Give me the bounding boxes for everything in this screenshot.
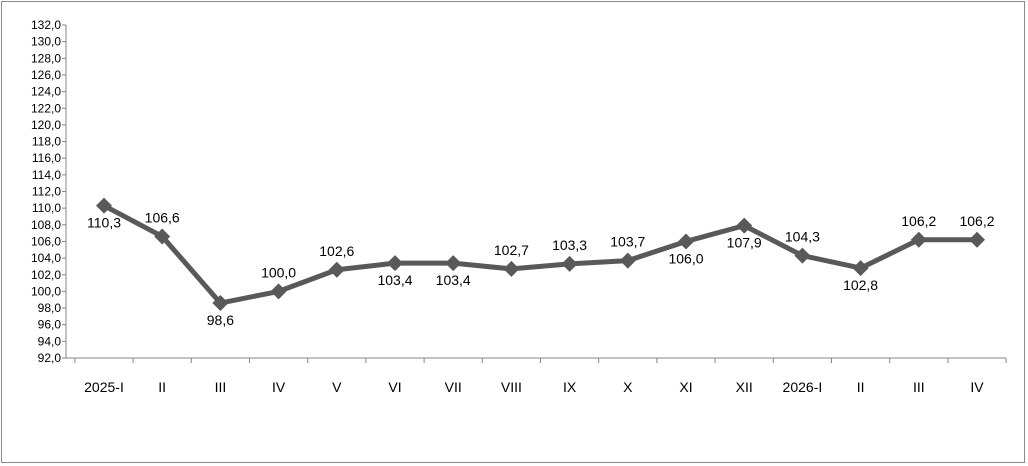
data-point-marker	[852, 260, 869, 277]
x-category-label: II	[857, 379, 865, 395]
y-tick-label: 96,0	[38, 318, 62, 332]
data-label: 100,0	[261, 264, 296, 280]
y-tick-label: 124,0	[31, 85, 61, 99]
data-point-marker	[619, 252, 636, 269]
y-tick-label: 116,0	[32, 151, 61, 165]
data-point-marker	[678, 233, 694, 250]
data-point-marker	[969, 231, 985, 248]
data-point-marker	[328, 261, 345, 278]
x-category-label: X	[623, 379, 633, 395]
x-category-label: IV	[970, 379, 984, 395]
x-category-label: XI	[679, 379, 692, 395]
data-label: 106,2	[959, 213, 994, 229]
data-label: 106,0	[668, 250, 703, 266]
x-category-label: IX	[563, 379, 577, 395]
x-category-label: V	[332, 379, 342, 395]
data-point-marker	[212, 295, 229, 312]
y-tick-label: 98,0	[38, 301, 62, 315]
x-category-label: VII	[445, 379, 462, 395]
y-tick-label: 114,0	[32, 168, 61, 182]
data-label: 98,6	[207, 312, 234, 328]
data-label: 102,8	[843, 277, 878, 293]
data-label: 110,3	[87, 215, 121, 231]
y-tick-label: 112,0	[32, 185, 61, 199]
data-label: 102,7	[494, 242, 529, 258]
x-category-label: IV	[272, 379, 286, 395]
y-tick-label: 126,0	[31, 68, 61, 82]
data-point-marker	[154, 228, 171, 245]
x-category-label: VI	[388, 379, 401, 395]
data-label: 104,3	[785, 229, 820, 245]
y-tick-label: 106,0	[31, 234, 61, 248]
data-label: 106,6	[145, 209, 180, 225]
data-label: 103,3	[552, 237, 587, 253]
y-tick-label: 132,0	[31, 18, 61, 32]
data-label: 103,7	[610, 234, 645, 250]
x-category-label: XII	[736, 379, 753, 395]
y-tick-label: 120,0	[31, 118, 61, 132]
data-point-marker	[561, 255, 578, 272]
y-tick-label: 128,0	[31, 51, 61, 65]
x-category-label: III	[215, 379, 227, 395]
data-point-marker	[910, 231, 927, 248]
data-label: 106,2	[901, 213, 936, 229]
y-tick-label: 94,0	[38, 334, 62, 348]
y-tick-label: 130,0	[31, 35, 61, 49]
data-point-marker	[794, 247, 811, 264]
data-label: 107,9	[727, 235, 762, 251]
y-tick-label: 100,0	[31, 284, 61, 298]
y-tick-label: 92,0	[38, 351, 62, 365]
x-category-label: 2025-I	[84, 379, 124, 395]
data-point-marker	[445, 255, 462, 272]
data-point-marker	[387, 255, 403, 272]
y-tick-label: 118,0	[32, 135, 61, 149]
y-tick-label: 108,0	[31, 218, 61, 232]
x-category-label: VIII	[501, 379, 522, 395]
data-point-marker	[503, 260, 520, 277]
y-tick-label: 104,0	[31, 251, 61, 265]
x-category-label: 2026-I	[783, 379, 823, 395]
data-label: 103,4	[377, 272, 412, 288]
y-tick-label: 102,0	[31, 268, 61, 282]
data-point-marker	[270, 283, 287, 300]
y-tick-label: 122,0	[31, 101, 61, 115]
x-category-label: II	[158, 379, 166, 395]
data-label: 102,6	[319, 243, 354, 259]
data-point-marker	[736, 217, 753, 234]
y-tick-label: 110,0	[32, 201, 61, 215]
data-point-marker	[96, 197, 112, 214]
series-line	[102, 203, 977, 306]
data-label: 103,4	[436, 272, 471, 288]
x-category-label: III	[913, 379, 925, 395]
